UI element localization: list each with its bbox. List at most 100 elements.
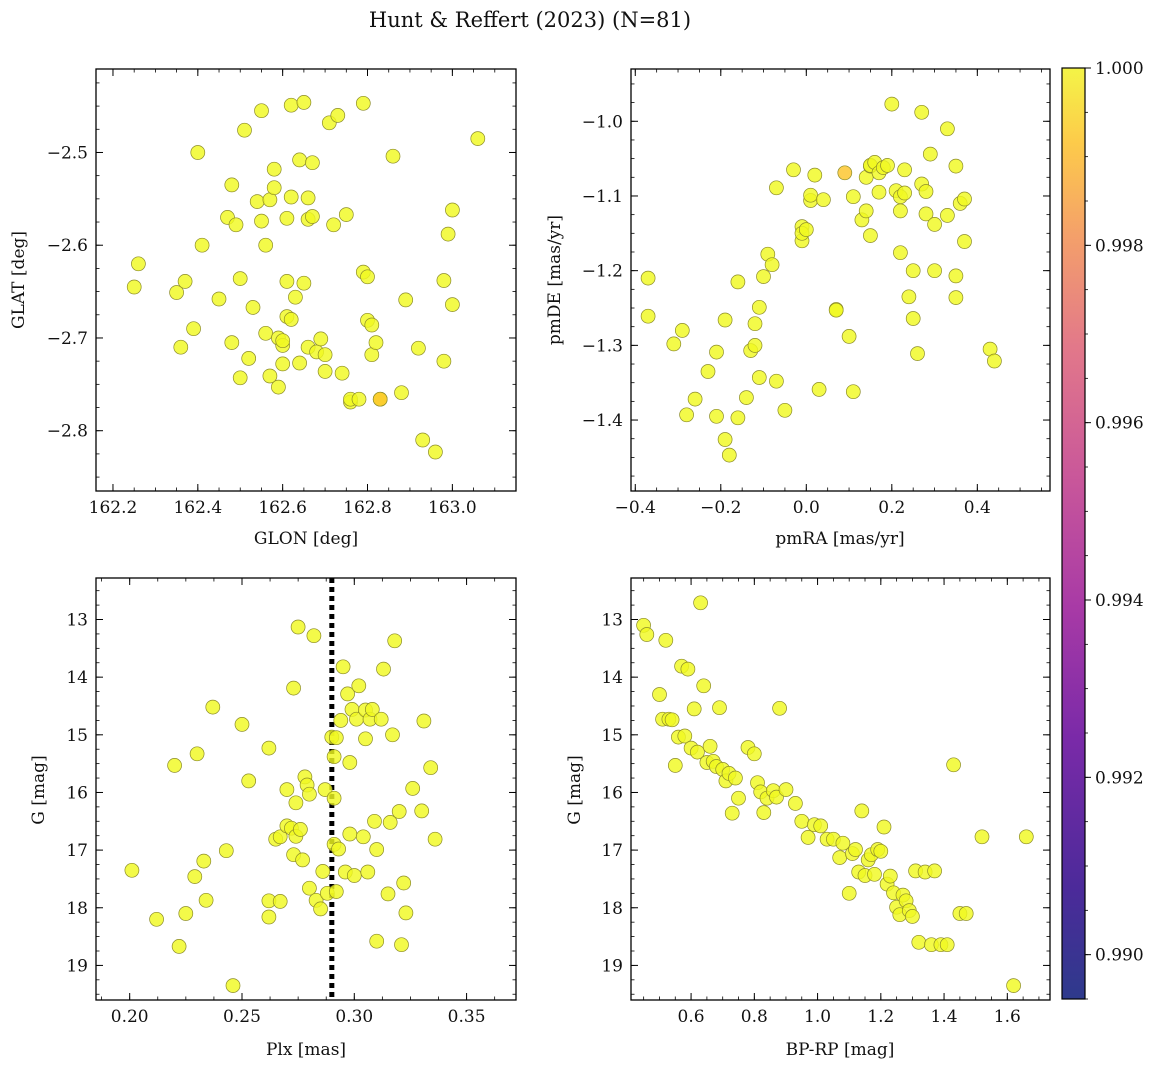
data-point [728, 770, 743, 786]
data-point [658, 632, 674, 648]
y-tick-label: −2.7 [47, 329, 88, 349]
data-point [837, 165, 853, 181]
data-point [340, 686, 355, 702]
data-point [987, 353, 1002, 369]
data-point [717, 432, 733, 447]
data-point [271, 379, 286, 395]
data-point [237, 122, 252, 138]
data-point [666, 336, 682, 352]
data-point [313, 901, 328, 917]
data-point [190, 145, 206, 160]
data-point [423, 760, 439, 776]
data-point [686, 701, 702, 717]
data-point [228, 217, 244, 233]
data-point [292, 355, 307, 371]
colorbar-gradient [1061, 67, 1086, 1000]
data-point [807, 167, 823, 183]
data-point [369, 842, 385, 857]
data-point [254, 213, 269, 229]
data-point [667, 758, 683, 773]
data-point [342, 826, 358, 842]
data-point [911, 934, 927, 950]
data-point [702, 738, 718, 754]
data-point [364, 317, 380, 333]
data-point [769, 180, 784, 196]
data-point [652, 687, 667, 702]
data-point [258, 325, 274, 341]
data-point [946, 757, 961, 773]
data-point [640, 270, 656, 286]
data-point [283, 189, 299, 205]
data-point [786, 162, 801, 178]
y-tick-label: 15 [601, 726, 623, 746]
y-axis-label: pmDE [mas/yr] [545, 215, 565, 345]
data-point [376, 661, 391, 677]
data-point [187, 869, 203, 884]
data-point [756, 269, 771, 284]
y-tick-label: 14 [66, 668, 88, 688]
plot-frame [630, 577, 1051, 1001]
data-point [914, 104, 930, 120]
data-point [958, 906, 974, 921]
data-point [858, 203, 874, 219]
data-point [272, 829, 288, 845]
data-point [445, 202, 460, 218]
data-point [1006, 978, 1021, 993]
y-axis-label: GLAT [deg] [9, 231, 29, 329]
x-axis-label: Plx [mas] [266, 1040, 346, 1060]
x-axis-label: GLON [deg] [254, 529, 358, 549]
data-point [126, 279, 142, 295]
data-point [922, 146, 938, 162]
data-point [261, 740, 277, 756]
y-tick-label: 17 [66, 841, 88, 861]
data-point [342, 755, 358, 770]
data-point [330, 108, 346, 123]
data-point [948, 268, 964, 284]
data-point [396, 875, 412, 891]
scatter-panel-plx-g: 0.20 0.25 0.30 0.35 13 14 15 16 17 18 19 Plx [mas]… [29, 577, 517, 1060]
data-point [293, 822, 308, 837]
x-tick-label: 0.0 [793, 498, 820, 518]
data-point [196, 853, 212, 869]
data-point [131, 256, 146, 272]
data-point [871, 184, 887, 200]
y-tick-label: 16 [66, 783, 88, 803]
data-point [288, 289, 303, 305]
data-point [328, 730, 344, 746]
scatter-points [636, 595, 1034, 993]
data-point [414, 803, 430, 819]
x-tick-label: 0.20 [111, 1007, 149, 1027]
data-point [189, 746, 205, 762]
data-point [380, 886, 396, 902]
data-point [677, 728, 693, 744]
plot-frame [95, 68, 517, 492]
data-point [880, 158, 895, 173]
colorbar-tick-label: 0.998 [1095, 236, 1144, 256]
data-point [939, 937, 955, 953]
scatter-points [126, 95, 486, 460]
data-point [841, 885, 857, 901]
data-point [306, 628, 322, 644]
x-tick-label: −0.4 [615, 498, 656, 518]
x-tick-label: 162.8 [343, 498, 392, 518]
y-tick-label: −2.6 [47, 236, 88, 256]
data-point [302, 786, 317, 802]
data-point [369, 933, 385, 949]
data-point [372, 391, 388, 407]
y-tick-label: 13 [601, 611, 623, 631]
data-point [724, 805, 740, 821]
data-point [296, 275, 312, 291]
data-point [387, 633, 403, 649]
data-point [351, 391, 367, 407]
data-point [639, 627, 655, 642]
y-tick-label: 19 [66, 956, 88, 976]
data-point [346, 868, 362, 883]
data-point [680, 661, 696, 677]
scatter-panel-glon-glat: 162.2 162.4 162.6 162.8 163.0 −2.5 −2.6 −2.7 −2.… [9, 68, 517, 549]
data-point [367, 813, 382, 829]
colorbar: 0.990 0.992 0.994 0.996 0.998 1.000 [1061, 59, 1144, 1000]
data-point [245, 300, 261, 315]
data-point [778, 782, 794, 797]
data-point [905, 909, 920, 924]
